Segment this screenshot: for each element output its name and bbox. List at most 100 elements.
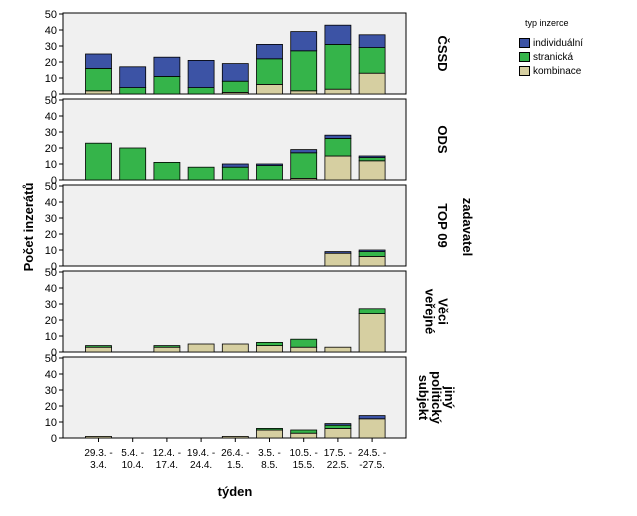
bar-segment-individuální [221, 63, 249, 82]
bar-segment-kombinace [324, 88, 352, 95]
bar-segment-individuální [85, 53, 112, 69]
x-tick-label: 3.5. -8.5. [258, 448, 281, 471]
x-tick-label-line: 15.5. [293, 460, 315, 471]
x-tick-label-line: 5.4. - [121, 448, 144, 459]
bar-segment-individuální [358, 249, 386, 252]
y-tick-label: 30 [45, 127, 57, 139]
bar-segment-stranická [256, 427, 283, 431]
legend-label-individualni: individuální [533, 37, 584, 49]
bar-segment-stranická [358, 157, 386, 162]
bar-segment-individuální [324, 134, 352, 139]
panel-label-line: ODS [435, 125, 450, 154]
legend: typ inzerce individuální stranická kombi… [505, 18, 615, 78]
x-tick-label-line: 12.4. - [153, 448, 181, 459]
facet-title: zadavatel [460, 198, 475, 257]
x-tick-label: 29.3. -3.4. [84, 448, 112, 471]
panel-label: ČSSD [435, 35, 450, 71]
x-tick-label: 12.4. -17.4. [153, 448, 181, 471]
y-tick-label: 0 [51, 89, 57, 101]
y-tick-label: 0 [51, 347, 57, 359]
panel-label: jinýpolitickýsubjekt [416, 371, 457, 425]
x-tick-label: 26.4. -1.5. [221, 448, 249, 471]
legend-item-individualni: individuální [519, 36, 615, 50]
y-tick-label: 50 [45, 181, 57, 193]
x-tick-label-line: 3.4. [90, 460, 107, 471]
bar-segment-individuální [358, 415, 386, 420]
bar-segment-kombinace [324, 427, 352, 439]
bar-segment-stranická [85, 142, 112, 181]
legend-item-stranicka: stranická [519, 50, 615, 64]
bar-segment-stranická [153, 76, 181, 95]
y-tick-label: 30 [45, 385, 57, 397]
x-tick-label-line: 3.5. - [258, 448, 281, 459]
y-tick-label: 50 [45, 267, 57, 279]
bar-segment-stranická [358, 47, 386, 74]
bar-segment-kombinace [290, 432, 318, 439]
panel-label-line: ČSSD [435, 35, 450, 71]
y-tick-label: 20 [45, 229, 57, 241]
x-tick-label-line: -27.5. [359, 460, 385, 471]
y-tick-label: 10 [45, 73, 57, 85]
y-tick-label: 0 [51, 433, 57, 445]
legend-swatch-kombinace [519, 66, 530, 76]
y-tick-label: 40 [45, 197, 57, 209]
bar-segment-stranická [119, 87, 147, 95]
bar-segment-stranická [153, 161, 181, 181]
panel-label: ODS [435, 125, 450, 154]
y-tick-label: 0 [51, 175, 57, 187]
bar-segment-individuální [324, 251, 352, 254]
panel-label: TOP 09 [435, 203, 450, 247]
legend-label-stranicka: stranická [533, 51, 574, 63]
bar-segment-individuální [256, 163, 283, 166]
bar-segment-kombinace [85, 435, 112, 439]
x-tick-label-line: 29.3. - [84, 448, 112, 459]
y-tick-label: 30 [45, 213, 57, 225]
legend-swatch-stranicka [519, 52, 530, 62]
bar-segment-individuální [358, 155, 386, 158]
bar-segment-individuální [256, 44, 283, 60]
bar-segment-stranická [85, 345, 112, 348]
legend-title: typ inzerce [525, 18, 569, 28]
bar-segment-kombinace [187, 343, 215, 353]
x-tick-label-line: 1.5. [227, 460, 244, 471]
bar-segment-stranická [221, 166, 249, 181]
y-tick-label: 40 [45, 111, 57, 123]
bar-segment-kombinace [358, 255, 386, 267]
panel-frame [62, 270, 407, 353]
y-tick-label: 40 [45, 369, 57, 381]
x-tick-label-line: 8.5. [261, 460, 278, 471]
panel-label-line: Věci [436, 298, 451, 325]
bar-segment-stranická [324, 44, 352, 90]
y-tick-label: 40 [45, 25, 57, 37]
y-tick-label: 50 [45, 9, 57, 21]
y-tick-label: 10 [45, 159, 57, 171]
bar-segment-stranická [290, 429, 318, 434]
bar-segment-stranická [85, 68, 112, 92]
x-tick-label: 17.5. -22.5. [324, 448, 352, 471]
panel-frame [62, 184, 407, 267]
bar-segment-kombinace [290, 346, 318, 353]
y-tick-label: 40 [45, 283, 57, 295]
bar-segment-kombinace [153, 346, 181, 353]
panel-label-line: politický [429, 371, 444, 425]
y-tick-label: 20 [45, 401, 57, 413]
bar-segment-stranická [358, 308, 386, 314]
bar-segment-kombinace [324, 155, 352, 181]
legend-item-kombinace: kombinace [519, 64, 615, 78]
bar-segment-kombinace [358, 313, 386, 353]
x-tick-label: 19.4. -24.4. [187, 448, 215, 471]
bar-segment-individuální [119, 66, 147, 89]
y-tick-label: 50 [45, 95, 57, 107]
bar-segment-kombinace [221, 343, 249, 353]
y-tick-label: 30 [45, 299, 57, 311]
x-tick-label-line: 24.4. [190, 460, 212, 471]
bar-segment-individuální [290, 31, 318, 52]
bar-segment-individuální [324, 24, 352, 45]
bar-segment-kombinace [85, 346, 112, 353]
bar-segment-individuální [290, 149, 318, 154]
bar-segment-kombinace [256, 345, 283, 353]
y-tick-label: 20 [45, 315, 57, 327]
bar-segment-stranická [153, 345, 181, 348]
bar-segment-stranická [290, 338, 318, 348]
